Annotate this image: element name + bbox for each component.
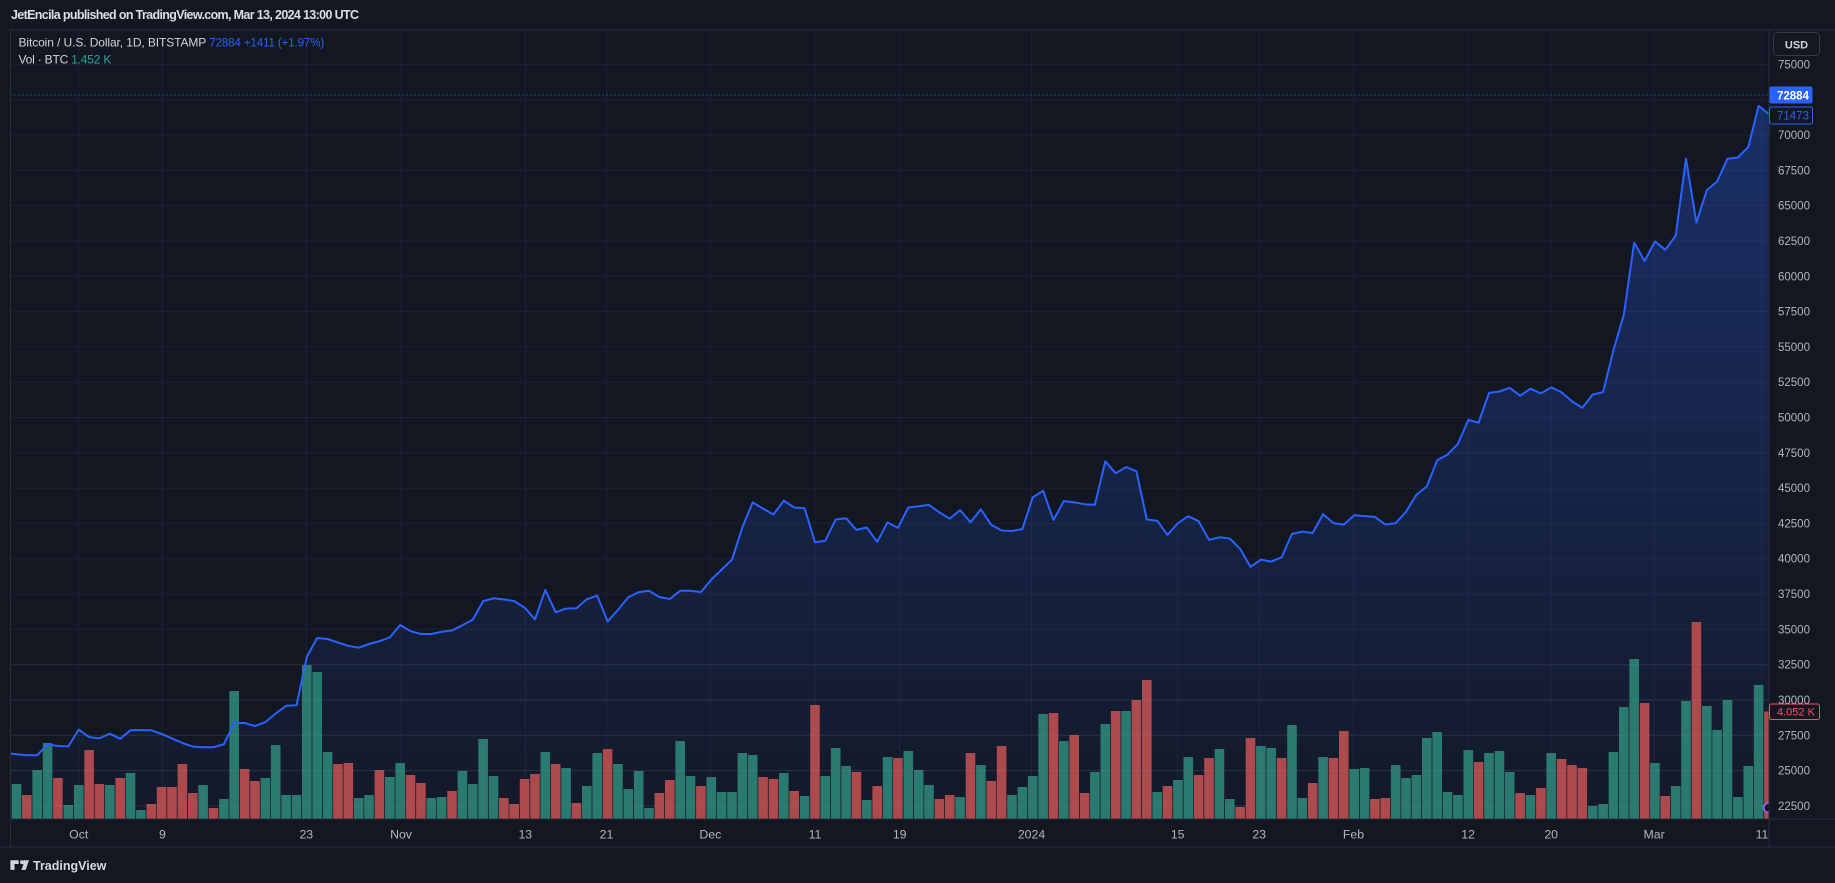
svg-text:23: 23 [1252, 828, 1266, 842]
svg-text:57500: 57500 [1778, 307, 1810, 319]
svg-text:65000: 65000 [1778, 201, 1810, 213]
svg-text:37500: 37500 [1778, 589, 1810, 601]
svg-text:50000: 50000 [1778, 413, 1810, 425]
svg-text:Oct: Oct [69, 828, 89, 842]
svg-text:4.052 K: 4.052 K [1777, 707, 1816, 719]
svg-text:42500: 42500 [1778, 518, 1810, 530]
svg-text:75000: 75000 [1778, 59, 1810, 71]
svg-text:52500: 52500 [1778, 377, 1810, 389]
svg-text:Vol · BTC 1.452 K: Vol · BTC 1.452 K [19, 53, 112, 67]
svg-text:11: 11 [809, 828, 822, 842]
svg-text:45000: 45000 [1778, 483, 1810, 495]
svg-text:JetEncila published on Trading: JetEncila published on TradingView.com, … [11, 8, 359, 22]
svg-text:71473: 71473 [1777, 111, 1809, 123]
svg-text:20: 20 [1544, 828, 1558, 842]
svg-text:25000: 25000 [1778, 766, 1810, 778]
svg-text:21: 21 [600, 828, 614, 842]
svg-text:32500: 32500 [1778, 660, 1810, 672]
svg-text:67500: 67500 [1778, 165, 1810, 177]
svg-text:35000: 35000 [1778, 624, 1810, 636]
svg-text:11: 11 [1756, 828, 1769, 842]
svg-text:13: 13 [518, 828, 532, 842]
svg-text:19: 19 [893, 828, 907, 842]
svg-text:55000: 55000 [1778, 342, 1810, 354]
svg-text:12: 12 [1461, 828, 1475, 842]
svg-text:27500: 27500 [1778, 730, 1810, 742]
svg-text:47500: 47500 [1778, 448, 1810, 460]
svg-text:Feb: Feb [1343, 828, 1364, 842]
svg-text:23: 23 [299, 828, 313, 842]
svg-text:2024: 2024 [1018, 828, 1046, 842]
svg-text:Bitcoin / U.S. Dollar, 1D, BIT: Bitcoin / U.S. Dollar, 1D, BITSTAMP 7288… [19, 36, 325, 50]
svg-text:70000: 70000 [1778, 130, 1810, 142]
svg-text:72884: 72884 [1777, 91, 1810, 103]
svg-text:TradingView: TradingView [33, 859, 107, 873]
svg-text:9: 9 [159, 828, 166, 842]
svg-text:USD: USD [1785, 40, 1808, 52]
svg-text:15: 15 [1171, 828, 1185, 842]
svg-text:Dec: Dec [699, 828, 721, 842]
svg-text:62500: 62500 [1778, 236, 1810, 248]
svg-text:60000: 60000 [1778, 271, 1810, 283]
svg-text:22500: 22500 [1778, 801, 1810, 813]
svg-text:40000: 40000 [1778, 554, 1810, 566]
svg-text:Nov: Nov [390, 828, 413, 842]
svg-text:Mar: Mar [1644, 828, 1665, 842]
